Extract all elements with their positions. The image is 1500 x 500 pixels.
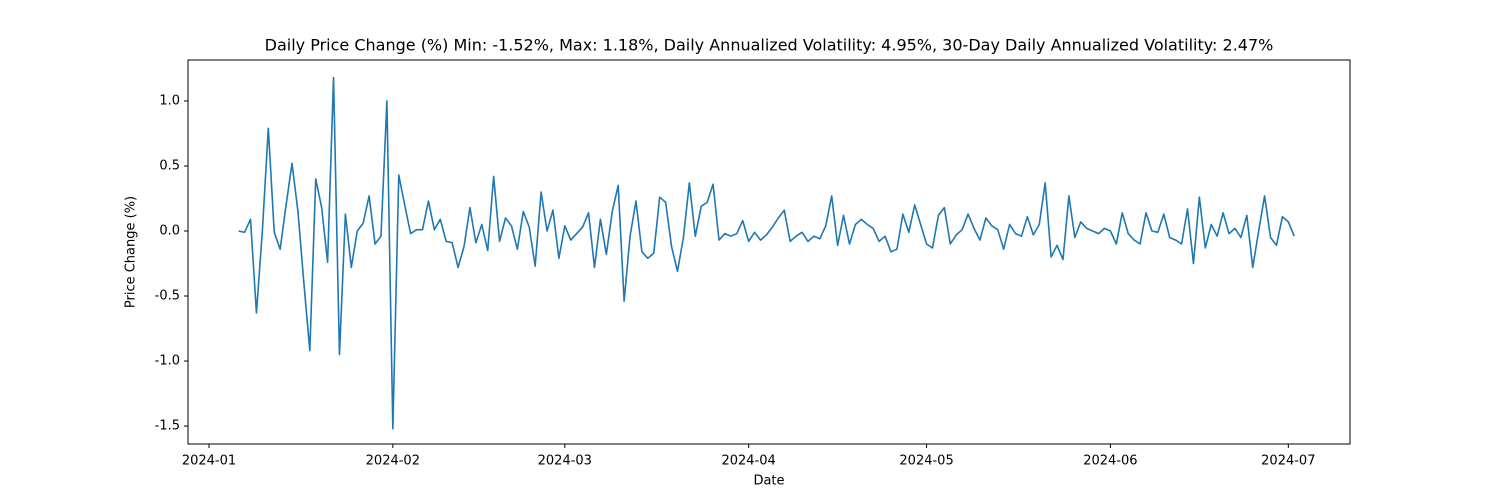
x-tick-label: 2024-01 <box>182 454 236 469</box>
plot-frame <box>187 59 1351 445</box>
y-tick-label: 0.5 <box>159 158 180 173</box>
x-tick-label: 2024-02 <box>366 454 420 469</box>
y-tick-label: -0.5 <box>155 289 180 304</box>
x-axis-label: Date <box>753 474 784 489</box>
y-tick-label: -1.5 <box>155 419 180 434</box>
x-tick-label: 2024-06 <box>1083 454 1137 469</box>
data-line <box>238 76 1295 430</box>
chart-title: Daily Price Change (%) Min: -1.52%, Max:… <box>265 36 1274 55</box>
x-tick-label: 2024-04 <box>721 454 775 469</box>
y-tick-label: 0.0 <box>159 223 180 238</box>
y-axis-label: Price Change (%) <box>124 196 139 308</box>
y-tick-label: -1.0 <box>155 354 180 369</box>
y-tick-label: 1.0 <box>159 93 180 108</box>
x-tick-label: 2024-07 <box>1261 454 1315 469</box>
x-tick-label: 2024-05 <box>899 454 953 469</box>
x-tick-label: 2024-03 <box>538 454 592 469</box>
